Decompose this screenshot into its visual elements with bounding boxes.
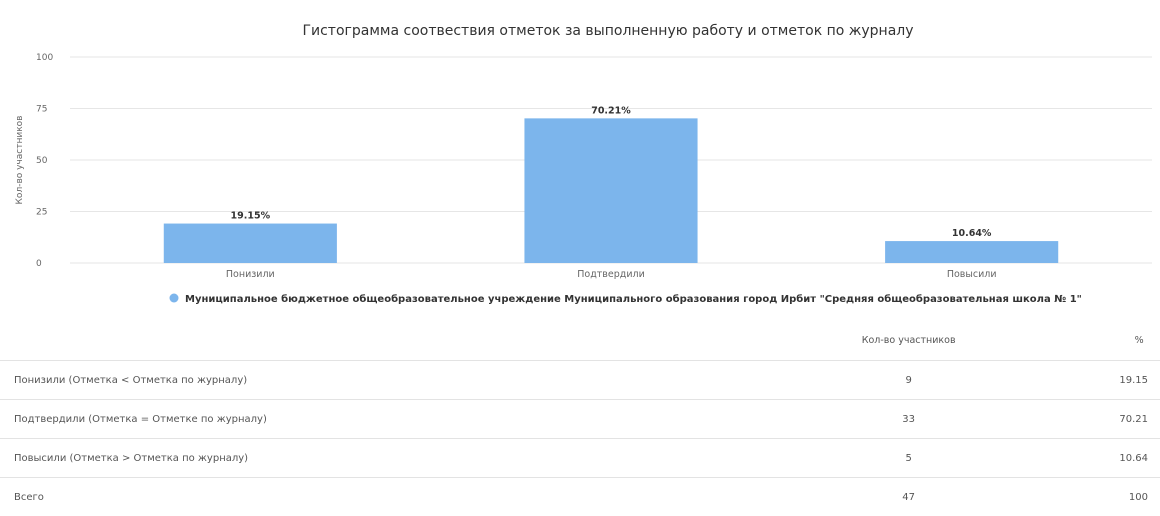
chart-title: Гистограмма соотвествия отметок за выпол… (302, 23, 913, 39)
row-count: 9 (699, 361, 1118, 400)
statistics-table: Кол-во участников % Понизили (Отметка < … (0, 320, 1160, 516)
header-label (0, 320, 699, 361)
y-tick-label: 0 (36, 259, 42, 269)
bar-chart: Гистограмма соотвествия отметок за выпол… (0, 0, 1160, 318)
x-axis-categories: Понизили Подтвердили Повысили (226, 269, 997, 280)
bar-1[interactable] (164, 224, 337, 263)
row-count: 5 (699, 439, 1118, 478)
table-row: Понизили (Отметка < Отметка по журналу) … (0, 361, 1160, 400)
y-tick-label: 100 (36, 53, 53, 63)
data-label: 70.21% (591, 105, 631, 116)
bars (164, 118, 1058, 263)
category-label: Подтвердили (577, 269, 645, 280)
bar-3[interactable] (885, 241, 1058, 263)
row-label: Понизили (Отметка < Отметка по журналу) (0, 361, 699, 400)
table-header-row: Кол-во участников % (0, 320, 1160, 361)
total-count: 47 (699, 478, 1118, 516)
y-tick-label: 75 (36, 105, 47, 115)
y-axis-title: Кол-во участников (15, 116, 25, 205)
category-label: Понизили (226, 269, 275, 280)
legend-symbol-icon (170, 294, 179, 303)
data-label: 10.64% (952, 228, 992, 239)
legend-series-label[interactable]: Муниципальное бюджетное общеобразователь… (185, 293, 1082, 305)
row-label: Подтвердили (Отметка = Отметке по журнал… (0, 400, 699, 439)
row-label: Повысили (Отметка > Отметка по журналу) (0, 439, 699, 478)
header-percent: % (1118, 320, 1160, 361)
table-row: Подтвердили (Отметка = Отметке по журнал… (0, 400, 1160, 439)
data-label: 19.15% (231, 211, 271, 222)
y-tick-label: 50 (36, 156, 48, 166)
bar-2[interactable] (524, 118, 697, 263)
header-count: Кол-во участников (699, 320, 1118, 361)
row-percent: 10.64 (1118, 439, 1160, 478)
legend[interactable]: Муниципальное бюджетное общеобразователь… (170, 293, 1082, 305)
row-percent: 70.21 (1118, 400, 1160, 439)
row-percent: 19.15 (1118, 361, 1160, 400)
table-row: Повысили (Отметка > Отметка по журналу) … (0, 439, 1160, 478)
total-percent: 100 (1118, 478, 1160, 516)
y-tick-label: 25 (36, 208, 47, 218)
row-count: 33 (699, 400, 1118, 439)
table-row-total: Всего 47 100 (0, 478, 1160, 516)
y-axis-ticks: 100 75 50 25 0 (36, 53, 53, 269)
category-label: Повысили (947, 269, 997, 280)
total-label: Всего (0, 478, 699, 516)
